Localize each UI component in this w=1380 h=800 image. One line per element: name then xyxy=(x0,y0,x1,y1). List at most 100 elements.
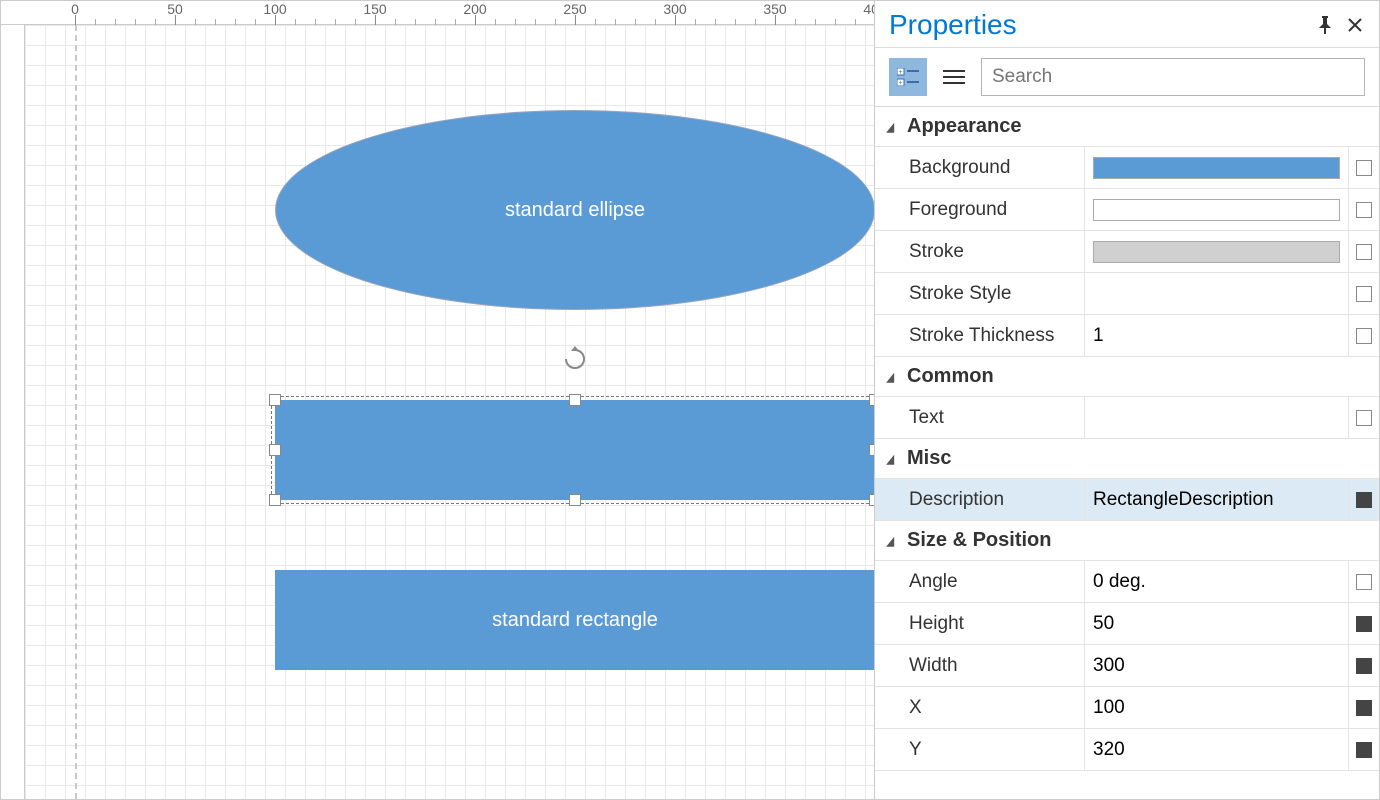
color-swatch[interactable] xyxy=(1093,199,1340,221)
property-label: Stroke Thickness xyxy=(875,315,1085,356)
marker-box-icon xyxy=(1356,286,1372,302)
property-label: Width xyxy=(875,645,1085,686)
property-row[interactable]: Y xyxy=(875,729,1379,771)
marker-box-icon xyxy=(1356,658,1372,674)
resize-handle[interactable] xyxy=(569,494,581,506)
close-icon[interactable] xyxy=(1345,15,1365,35)
resize-handle[interactable] xyxy=(269,444,281,456)
resize-handle[interactable] xyxy=(869,394,875,406)
property-marker[interactable] xyxy=(1349,397,1379,438)
shape-selected-rectangle[interactable] xyxy=(275,400,875,500)
property-marker[interactable] xyxy=(1349,687,1379,728)
shape-ellipse[interactable]: standard ellipse xyxy=(275,110,875,310)
property-value[interactable] xyxy=(1085,687,1349,728)
ruler-tick-label: 300 xyxy=(663,1,686,17)
property-marker[interactable] xyxy=(1349,645,1379,686)
list-view-button[interactable] xyxy=(935,58,973,96)
property-marker[interactable] xyxy=(1349,561,1379,602)
resize-handle[interactable] xyxy=(269,394,281,406)
property-row[interactable]: Text xyxy=(875,397,1379,439)
property-row[interactable]: X xyxy=(875,687,1379,729)
property-value[interactable] xyxy=(1085,479,1349,520)
ruler-tick-label: 250 xyxy=(563,1,586,17)
rotate-handle-icon[interactable] xyxy=(562,346,588,375)
property-marker[interactable] xyxy=(1349,147,1379,188)
property-row[interactable]: Stroke Thickness xyxy=(875,315,1379,357)
property-row[interactable]: Stroke Style xyxy=(875,273,1379,315)
ruler-tick-label: 400 xyxy=(863,1,875,17)
property-value[interactable] xyxy=(1085,189,1349,230)
property-value[interactable] xyxy=(1085,561,1349,602)
property-value[interactable] xyxy=(1085,645,1349,686)
search-input[interactable] xyxy=(981,58,1365,96)
ruler-tick-label: 50 xyxy=(167,1,183,17)
color-swatch[interactable] xyxy=(1093,241,1340,263)
property-row[interactable]: Height xyxy=(875,603,1379,645)
property-marker[interactable] xyxy=(1349,729,1379,770)
property-row[interactable]: Foreground xyxy=(875,189,1379,231)
property-value[interactable] xyxy=(1085,603,1349,644)
property-group-header[interactable]: ◢Size & Position xyxy=(875,521,1379,561)
property-label: Description xyxy=(875,479,1085,520)
grid-surface[interactable]: standard ellipse standard rectangle xyxy=(25,25,874,799)
property-value[interactable] xyxy=(1085,273,1349,314)
property-marker[interactable] xyxy=(1349,189,1379,230)
property-marker[interactable] xyxy=(1349,273,1379,314)
ruler-tick-label: 200 xyxy=(463,1,486,17)
property-row[interactable]: Width xyxy=(875,645,1379,687)
property-group-header[interactable]: ◢Common xyxy=(875,357,1379,397)
resize-handle[interactable] xyxy=(569,394,581,406)
marker-box-icon xyxy=(1356,700,1372,716)
svg-text:+: + xyxy=(898,80,902,86)
property-input[interactable] xyxy=(1093,697,1340,719)
property-label: Stroke Style xyxy=(875,273,1085,314)
property-label: Height xyxy=(875,603,1085,644)
property-group-header[interactable]: ◢Appearance xyxy=(875,107,1379,147)
ruler-tick-label: 350 xyxy=(763,1,786,17)
property-group-name: Misc xyxy=(907,447,951,470)
property-input[interactable] xyxy=(1093,655,1340,677)
property-row[interactable]: Background xyxy=(875,147,1379,189)
categorized-view-button[interactable]: + + xyxy=(889,58,927,96)
diagram-canvas[interactable]: 050100150200250300350400 standard ellips… xyxy=(0,0,875,800)
marker-box-icon xyxy=(1356,616,1372,632)
property-group-name: Size & Position xyxy=(907,529,1051,552)
property-marker[interactable] xyxy=(1349,603,1379,644)
collapse-icon: ◢ xyxy=(887,452,900,466)
property-input[interactable] xyxy=(1093,283,1340,305)
property-value[interactable] xyxy=(1085,231,1349,272)
vertical-ruler xyxy=(1,25,25,799)
resize-handle[interactable] xyxy=(869,494,875,506)
property-row[interactable]: Stroke xyxy=(875,231,1379,273)
property-label: X xyxy=(875,687,1085,728)
property-row[interactable]: Description xyxy=(875,479,1379,521)
property-value[interactable] xyxy=(1085,397,1349,438)
shape-rectangle[interactable]: standard rectangle xyxy=(275,570,875,670)
svg-text:+: + xyxy=(898,69,902,76)
property-label: Y xyxy=(875,729,1085,770)
resize-handle[interactable] xyxy=(869,444,875,456)
property-input[interactable] xyxy=(1093,613,1340,635)
property-input[interactable] xyxy=(1093,489,1340,511)
property-marker[interactable] xyxy=(1349,315,1379,356)
property-value[interactable] xyxy=(1085,729,1349,770)
property-input[interactable] xyxy=(1093,407,1340,429)
pin-icon[interactable] xyxy=(1315,15,1335,35)
marker-box-icon xyxy=(1356,328,1372,344)
property-marker[interactable] xyxy=(1349,479,1379,520)
property-group-header[interactable]: ◢ Misc xyxy=(875,439,1379,479)
color-swatch[interactable] xyxy=(1093,157,1340,179)
property-marker[interactable] xyxy=(1349,231,1379,272)
property-label: Text xyxy=(875,397,1085,438)
property-input[interactable] xyxy=(1093,739,1340,761)
marker-box-icon xyxy=(1356,492,1372,508)
resize-handle[interactable] xyxy=(269,494,281,506)
property-row[interactable]: Angle xyxy=(875,561,1379,603)
property-value[interactable] xyxy=(1085,147,1349,188)
page-guide-vertical xyxy=(75,25,77,799)
property-input[interactable] xyxy=(1093,325,1340,347)
ruler-tick-label: 0 xyxy=(71,1,79,17)
property-input[interactable] xyxy=(1093,571,1340,593)
property-value[interactable] xyxy=(1085,315,1349,356)
property-label: Background xyxy=(875,147,1085,188)
